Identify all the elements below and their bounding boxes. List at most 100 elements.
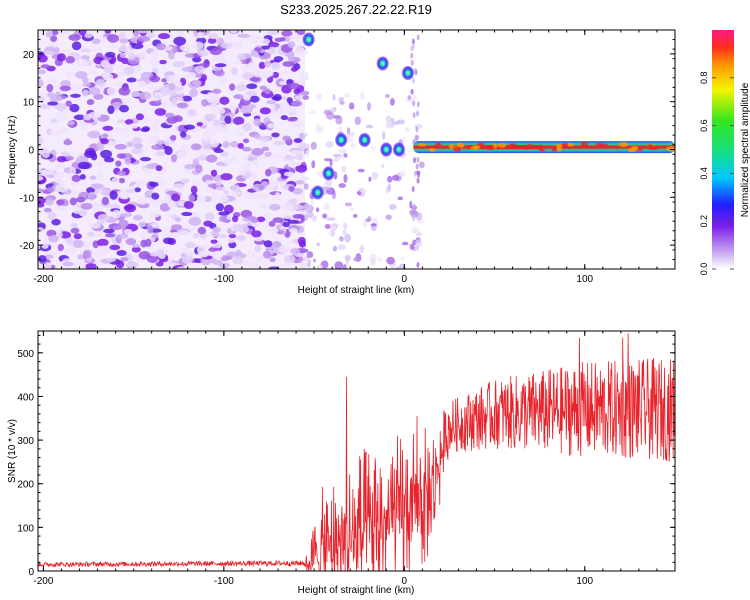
noise-speck: [70, 93, 81, 98]
noise-speck: [103, 228, 115, 234]
scatter-speck: [348, 102, 355, 110]
noise-speck: [271, 62, 280, 70]
noise-speck: [206, 154, 218, 163]
streak-speck: [417, 171, 421, 178]
ridge-speck: [556, 144, 563, 149]
noise-speck: [236, 131, 245, 136]
noise-speck: [290, 100, 303, 107]
noise-speck: [228, 83, 236, 91]
scatter-speck: [339, 101, 345, 105]
noise-speck: [55, 183, 69, 193]
noise-speck: [247, 251, 256, 258]
noise-speck: [151, 144, 164, 151]
scatter-speck: [335, 115, 343, 125]
scatter-speck: [389, 97, 395, 106]
noise-speck: [264, 60, 271, 68]
scatter-speck: [325, 141, 334, 148]
noise-speck: [233, 94, 244, 100]
noise-speck: [181, 254, 193, 264]
noise-speck: [119, 207, 127, 214]
noise-speck: [131, 136, 143, 145]
scatter-speck: [389, 204, 397, 210]
scatter-speck: [326, 217, 336, 221]
noise-speck: [267, 227, 279, 235]
colorbar-tick-label: 0.2: [699, 215, 709, 228]
noise-speck: [38, 54, 48, 63]
y-tick-label: 500: [17, 349, 34, 360]
noise-speck: [162, 237, 174, 245]
noise-speck: [212, 226, 221, 233]
noise-speck: [290, 248, 301, 255]
scatter-speck: [338, 148, 347, 154]
y-tick-label: 100: [17, 523, 34, 534]
noise-speck: [280, 103, 291, 112]
noise-speck: [153, 119, 162, 124]
noise-speck: [123, 66, 135, 76]
streak-speck: [411, 186, 415, 193]
noise-speck: [266, 100, 277, 105]
noise-speck: [38, 31, 44, 37]
noise-speck: [203, 220, 213, 227]
streak-speck: [413, 68, 417, 75]
noise-speck: [269, 103, 276, 112]
snr-frame: [37, 330, 676, 572]
scatter-speck: [317, 264, 324, 269]
noise-speck: [210, 239, 218, 244]
noise-speck: [290, 204, 304, 211]
noise-speck: [149, 197, 161, 207]
scatter-speck: [311, 160, 316, 169]
noise-speck: [117, 170, 127, 176]
noise-speck: [259, 202, 267, 210]
noise-speck: [282, 61, 295, 67]
noise-speck: [86, 99, 95, 106]
scatter-speck: [332, 158, 340, 162]
noise-speck: [104, 30, 112, 34]
scatter-speck: [323, 158, 332, 162]
noise-speck: [300, 90, 310, 96]
noise-speck: [231, 67, 238, 76]
noise-speck: [109, 244, 121, 251]
x-tick-label: -100: [214, 576, 234, 587]
noise-speck: [288, 185, 295, 192]
scatter-speck: [323, 202, 331, 211]
noise-speck: [161, 78, 168, 83]
spectral-blob: [392, 142, 405, 157]
noise-speck: [196, 122, 203, 127]
noise-speck: [176, 102, 188, 109]
noise-speck: [95, 161, 103, 167]
scatter-speck: [316, 170, 324, 177]
scatter-speck: [342, 222, 348, 230]
noise-speck: [251, 218, 259, 223]
noise-speck: [84, 32, 93, 39]
noise-speck: [169, 231, 181, 238]
noise-speck: [70, 222, 79, 228]
noise-speck: [113, 80, 123, 87]
noise-speck: [182, 74, 191, 79]
scatter-speck: [353, 256, 362, 262]
noise-speck: [176, 266, 190, 269]
noise-speck: [130, 90, 141, 98]
scatter-speck: [360, 91, 365, 101]
scatter-speck: [412, 93, 418, 101]
noise-speck: [47, 92, 56, 98]
scatter-speck: [409, 200, 413, 209]
scatter-speck: [302, 95, 310, 100]
noise-speck: [202, 30, 211, 36]
noise-speck: [253, 118, 262, 127]
noise-speck: [168, 74, 180, 82]
noise-speck: [290, 150, 303, 155]
streak-speck: [410, 244, 414, 251]
noise-speck: [227, 239, 235, 244]
noise-speck: [212, 250, 224, 260]
noise-speck: [190, 143, 202, 151]
noise-speck: [59, 127, 70, 133]
noise-speck: [249, 172, 257, 181]
noise-speck: [147, 225, 154, 234]
noise-speck: [54, 112, 66, 122]
noise-speck: [137, 80, 147, 88]
noise-speck: [46, 187, 55, 193]
scatter-speck: [325, 111, 335, 120]
noise-speck: [81, 77, 89, 83]
noise-speck: [237, 142, 244, 149]
scatter-speck: [385, 121, 395, 129]
